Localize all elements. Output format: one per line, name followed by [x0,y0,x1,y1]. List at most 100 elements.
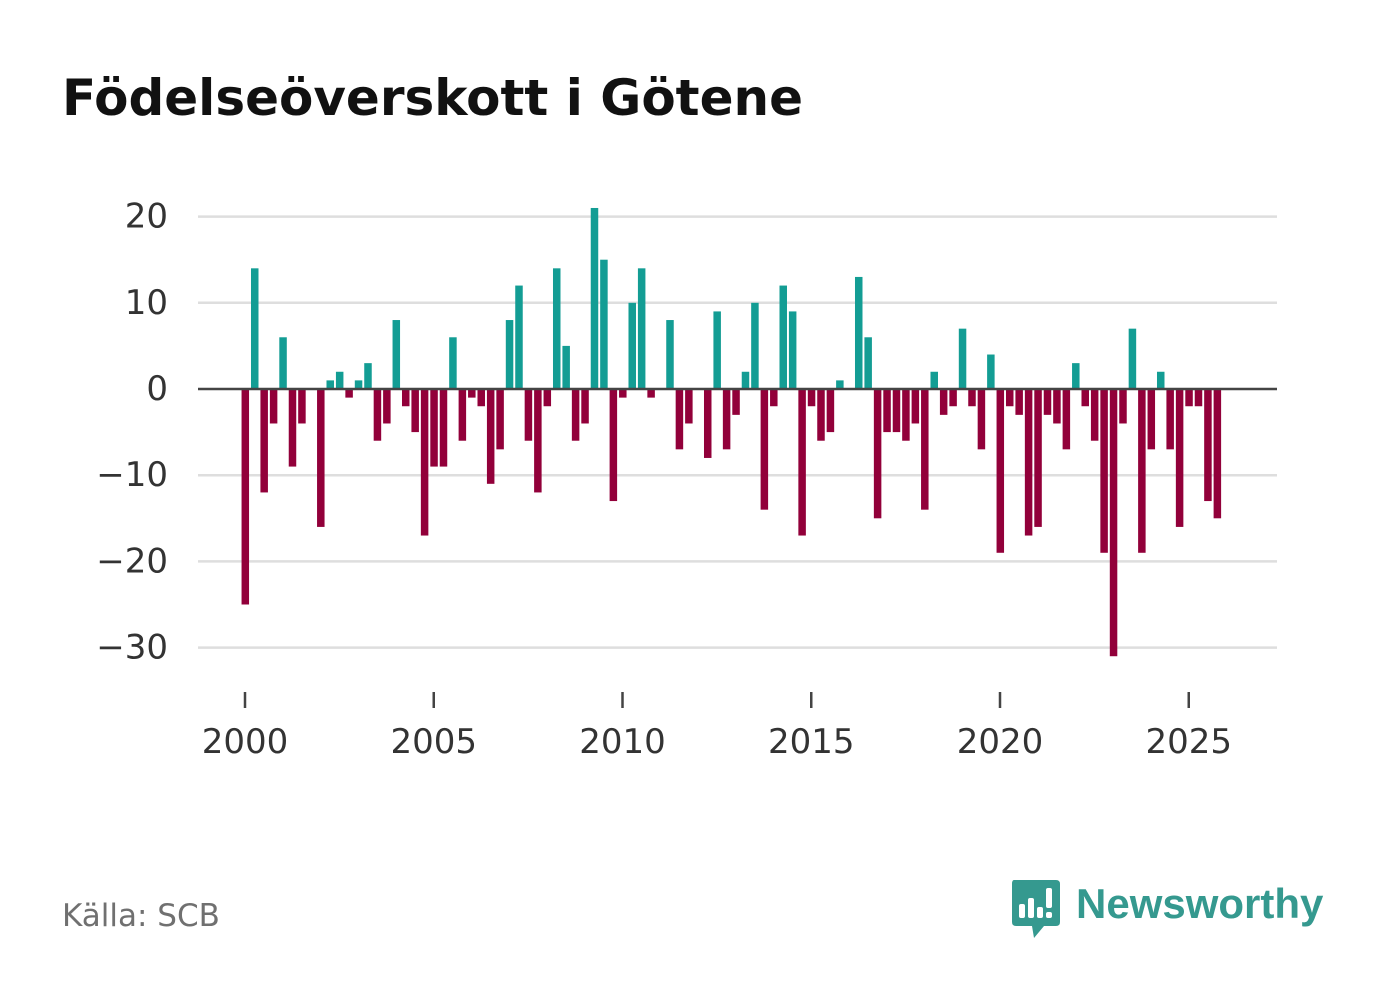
x-tick-label: 2015 [768,722,855,762]
bar [571,389,580,441]
bars-layer [241,207,1222,657]
bar [779,285,787,389]
bar [335,371,344,389]
bar [713,311,721,389]
bar [1053,389,1061,424]
y-tick-label: −30 [96,628,168,668]
y-tick-label: −10 [96,455,168,495]
y-tick-label: 0 [146,369,168,409]
source-credit: Källa: SCB [62,898,220,934]
bar [496,389,504,450]
bar [939,389,948,415]
bar [751,302,759,389]
bar [1005,389,1014,407]
bar [836,380,844,389]
bar [1185,389,1193,407]
bar [732,389,740,415]
x-axis: 2000 2005 2010 2015 2020 2025 [202,692,1232,762]
bar [552,268,561,389]
bar [675,389,684,450]
bar [534,389,542,493]
bar [250,268,259,389]
bar [647,389,655,398]
bar [892,389,901,433]
bar [826,389,835,433]
bar [1166,389,1174,450]
bar [703,389,712,458]
bar [1119,389,1127,424]
bar [817,389,825,441]
bar [854,276,863,389]
bar [1194,389,1203,407]
y-axis: 20 10 0 −10 −20 −30 [96,197,168,668]
grid-layer [198,215,1277,649]
bar [930,371,938,389]
bar [722,389,731,450]
bar [1156,371,1165,389]
brand-logo[interactable]: Newsworthy [1010,878,1323,940]
bar [401,389,410,407]
bar [741,371,750,389]
bar [524,389,533,441]
bar [807,389,816,407]
bar [1072,363,1080,389]
bar [458,389,467,441]
bar [364,363,372,389]
bar [798,389,806,536]
bar [392,320,401,389]
bar [977,389,986,450]
chart-title: Födelseöverskott i Götene [62,69,803,127]
bar [685,389,693,424]
bar [345,389,353,398]
bar [439,389,448,467]
y-tick-label: 20 [125,197,168,237]
bar [1109,389,1118,657]
x-tick-label: 2010 [579,722,666,762]
y-tick-label: 10 [125,283,168,323]
bar [1024,389,1033,536]
bar [619,389,627,398]
bar [562,345,570,389]
bar [449,337,457,389]
bar [600,259,608,389]
bar [515,285,523,389]
bar [666,320,674,389]
bar [411,389,419,433]
bar [1062,389,1071,450]
bar [770,389,778,407]
bar [298,389,306,424]
bar [883,389,891,433]
bar [373,389,382,441]
bar [609,389,618,502]
bar [260,389,268,493]
bar [987,354,995,389]
bar [1043,389,1052,415]
bar [468,389,476,398]
bar [1090,389,1099,441]
bar-chart-speech-bubble-icon [1012,880,1060,938]
bar [1175,389,1184,527]
bar [505,320,514,389]
brand-name: Newsworthy [1076,880,1324,927]
bar [1204,389,1212,502]
x-tick-label: 2025 [1145,722,1232,762]
bar [873,389,882,519]
bar [543,389,552,407]
x-tick-label: 2020 [957,722,1044,762]
bar [949,389,957,407]
bar [1015,389,1023,415]
bar [1100,389,1108,553]
bar [383,389,391,424]
bar [996,389,1005,553]
bar [760,389,769,510]
bar [968,389,976,407]
bar [430,389,438,467]
bar [1081,389,1089,407]
bar [354,380,363,389]
bar [477,389,485,407]
bar [269,389,278,424]
bar [637,268,646,389]
bar [911,389,920,424]
bar [902,389,910,441]
